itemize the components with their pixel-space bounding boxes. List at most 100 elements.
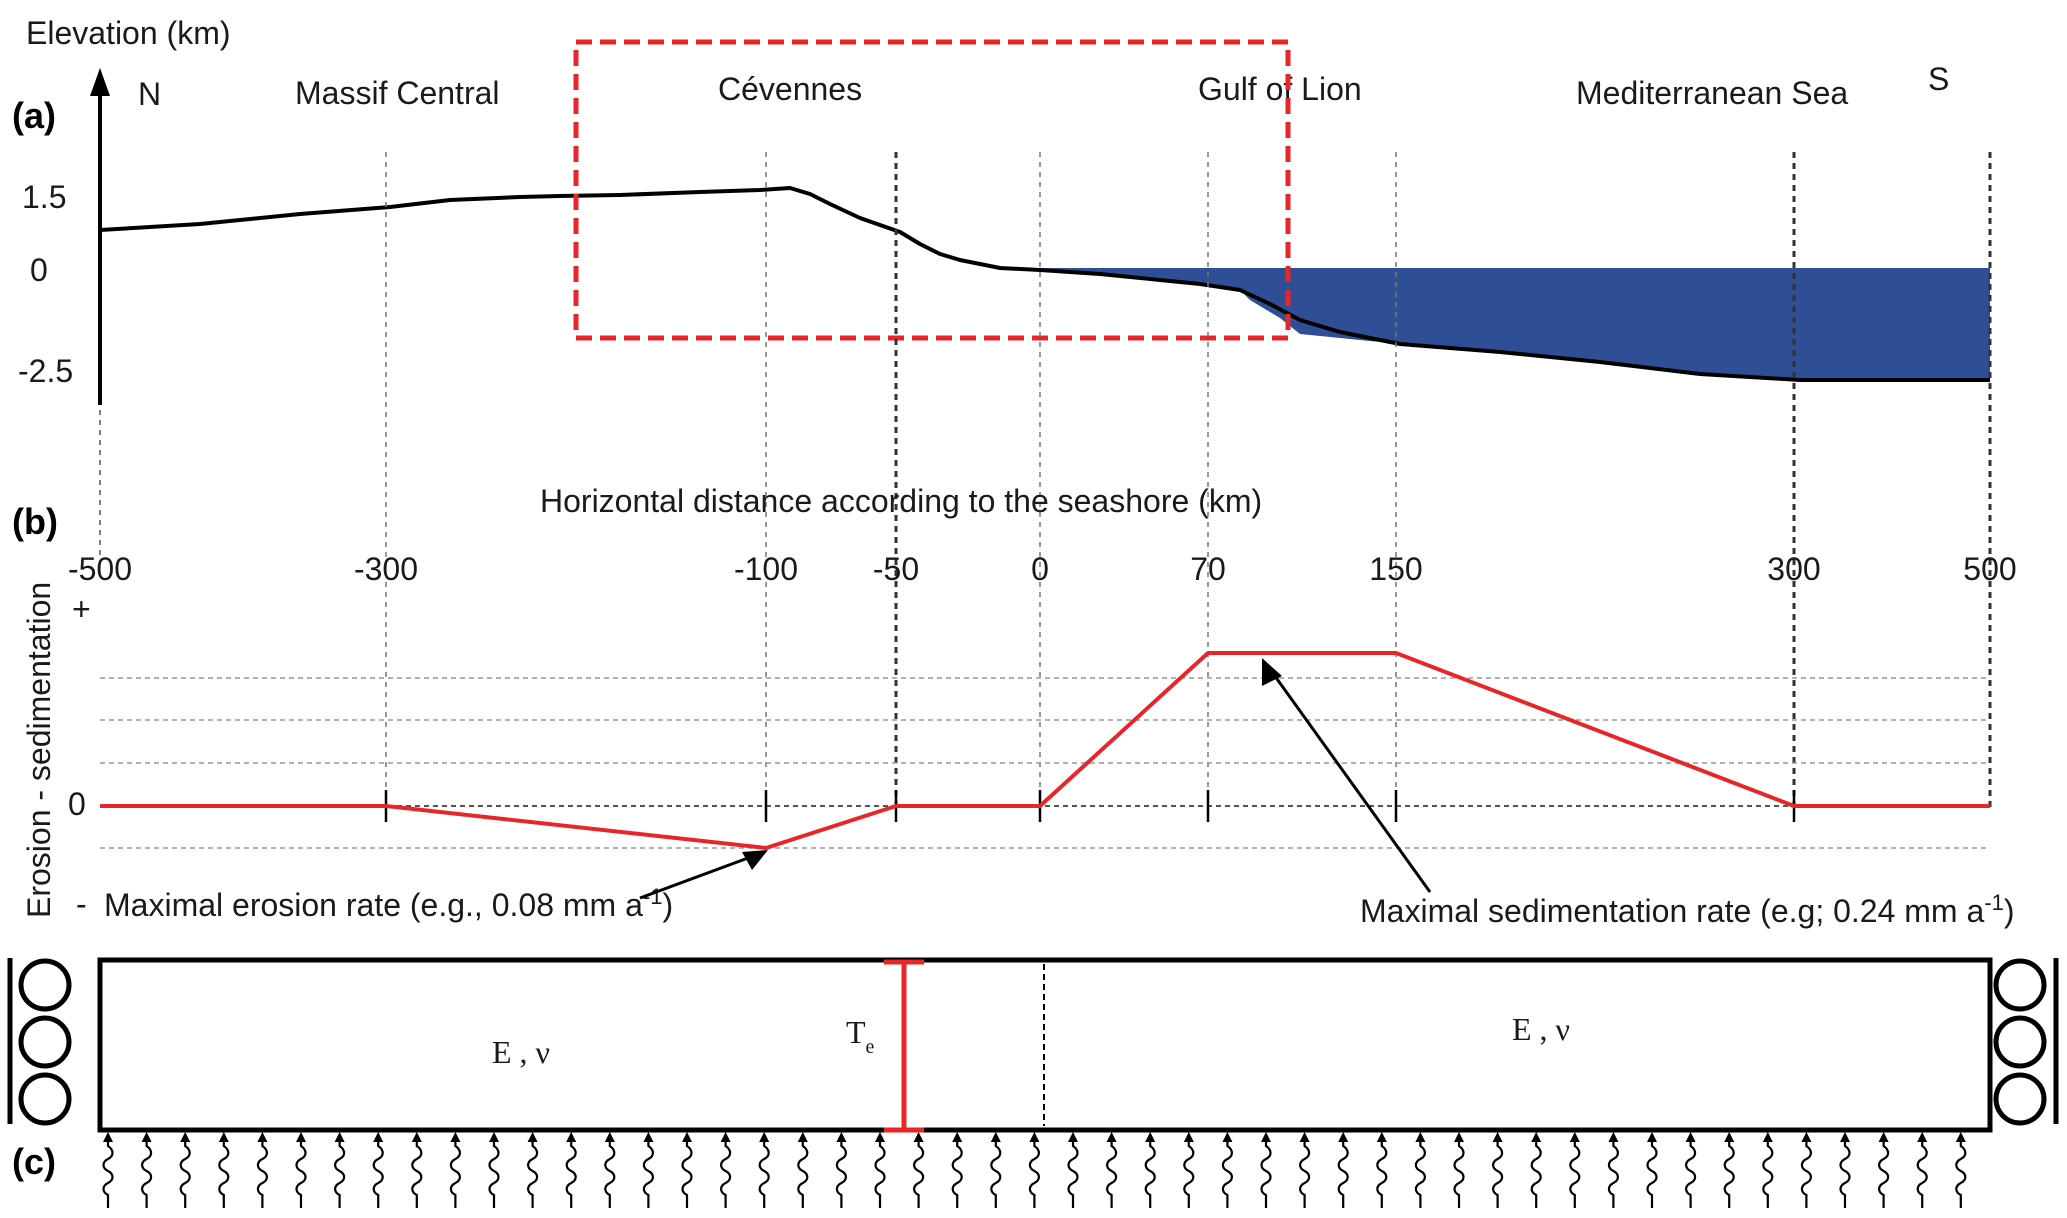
spring-icon bbox=[1800, 1138, 1812, 1208]
right-roller-boundary bbox=[1993, 958, 2059, 1126]
spring-arrow-icon bbox=[1068, 1132, 1078, 1142]
param-right: E , ν bbox=[1512, 1011, 1570, 1047]
param-left: E , ν bbox=[492, 1034, 550, 1070]
distance-tick--50: -50 bbox=[873, 551, 919, 587]
spring-arrow-icon bbox=[489, 1132, 499, 1142]
topography-profile bbox=[99, 186, 1990, 382]
spring-icon bbox=[720, 1138, 732, 1208]
sedimentation-arrow bbox=[1270, 671, 1432, 893]
spring-arrow-icon bbox=[1608, 1132, 1619, 1142]
spring-icon bbox=[1685, 1138, 1697, 1208]
spring-icon bbox=[797, 1138, 809, 1208]
roller-icon bbox=[18, 1072, 72, 1126]
spring-arrow-icon bbox=[990, 1132, 1001, 1142]
elev-tick-minus-2.5: -2.5 bbox=[18, 353, 73, 389]
spring-icon bbox=[1144, 1138, 1156, 1208]
spring-arrow-icon bbox=[1878, 1132, 1889, 1142]
spring-icon bbox=[295, 1138, 307, 1208]
spring-icon bbox=[681, 1138, 693, 1208]
north-label: N bbox=[138, 76, 161, 112]
spring-icon bbox=[1067, 1138, 1079, 1208]
sedimentation-annotation: Maximal sedimentation rate (e.g; 0.24 mm… bbox=[1360, 890, 2014, 929]
spring-arrow-icon bbox=[411, 1132, 422, 1142]
spring-arrow-icon bbox=[527, 1132, 538, 1142]
spring-icon bbox=[758, 1138, 770, 1208]
spring-arrow-icon bbox=[1492, 1132, 1503, 1142]
spring-icon bbox=[1221, 1138, 1233, 1208]
spring-arrow-icon bbox=[1647, 1132, 1657, 1142]
erosion-sedimentation-axis-label: Erosion - sedimentation bbox=[21, 582, 57, 918]
sea-area bbox=[1040, 268, 1990, 380]
spring-icon bbox=[913, 1138, 925, 1208]
roller-icon bbox=[1993, 1015, 2047, 1069]
region-gulf-of-lion: Gulf of Lion bbox=[1198, 71, 1362, 107]
panel-b: (b) Horizontal distance according to the… bbox=[12, 483, 2017, 929]
spring-arrow-icon bbox=[913, 1132, 924, 1142]
spring-icon bbox=[102, 1138, 114, 1208]
spring-icon bbox=[179, 1138, 191, 1208]
spring-icon bbox=[411, 1138, 423, 1208]
spring-arrow-icon bbox=[141, 1132, 152, 1142]
spring-icon bbox=[951, 1138, 963, 1208]
spring-icon bbox=[565, 1138, 577, 1208]
spring-icon bbox=[1492, 1138, 1504, 1208]
panel-c-label: (c) bbox=[12, 1141, 56, 1182]
spring-arrow-icon bbox=[759, 1132, 770, 1142]
region-cevennes: Cévennes bbox=[718, 71, 862, 107]
spring-icon bbox=[1530, 1138, 1542, 1208]
spring-icon bbox=[1762, 1138, 1774, 1208]
spring-icon bbox=[1299, 1138, 1311, 1208]
rate-tick-plus: + bbox=[72, 591, 91, 627]
roller-icon bbox=[18, 958, 72, 1012]
spring-arrow-icon bbox=[643, 1132, 654, 1142]
erosion-sedimentation-profile bbox=[100, 651, 1990, 850]
spring-icon bbox=[372, 1138, 384, 1208]
spring-icon bbox=[1955, 1138, 1967, 1208]
distance-tick-150: 150 bbox=[1369, 551, 1422, 587]
spring-icon bbox=[990, 1138, 1002, 1208]
spring-arrow-icon bbox=[836, 1132, 847, 1142]
region-mediterranean-sea: Mediterranean Sea bbox=[1576, 75, 1848, 111]
roller-icon bbox=[1993, 1072, 2047, 1126]
spring-arrow-icon bbox=[1955, 1132, 1966, 1142]
spring-arrow-icon bbox=[720, 1132, 731, 1142]
spring-icon bbox=[1376, 1138, 1388, 1208]
spring-icon bbox=[1607, 1138, 1619, 1208]
distance-tick--100: -100 bbox=[734, 551, 798, 587]
elev-tick-1.5: 1.5 bbox=[22, 179, 66, 215]
spring-arrow-icon bbox=[1338, 1132, 1349, 1142]
spring-arrow-icon bbox=[1454, 1132, 1464, 1142]
roller-icon bbox=[18, 1015, 72, 1069]
spring-arrow-icon bbox=[334, 1132, 345, 1142]
spring-arrow-icon bbox=[296, 1132, 306, 1142]
spring-arrow-icon bbox=[1531, 1132, 1542, 1142]
spring-icon bbox=[874, 1138, 886, 1208]
distance-axis-label: Horizontal distance according to the sea… bbox=[540, 483, 1262, 519]
spring-arrow-icon bbox=[218, 1132, 229, 1142]
spring-arrow-icon bbox=[1801, 1132, 1812, 1142]
spring-icon bbox=[1839, 1138, 1851, 1208]
spring-icon bbox=[1183, 1138, 1195, 1208]
panel-b-label: (b) bbox=[12, 501, 58, 542]
roller-icon bbox=[1993, 958, 2047, 1012]
spring-arrow-icon bbox=[1685, 1132, 1696, 1142]
spring-arrow-icon bbox=[604, 1132, 615, 1142]
spring-icon bbox=[1337, 1138, 1349, 1208]
panel-c: (c) E , ν E , ν Te bbox=[7, 957, 2059, 1208]
rate-tick-minus: - bbox=[76, 886, 87, 922]
spring-arrow-icon bbox=[1724, 1132, 1735, 1142]
spring-arrow-icon bbox=[1840, 1132, 1850, 1142]
spring-icon bbox=[642, 1138, 654, 1208]
distance-tick-70: 70 bbox=[1190, 551, 1226, 587]
panel-a-label: (a) bbox=[12, 95, 56, 136]
spring-arrow-icon bbox=[180, 1132, 191, 1142]
focus-region-box bbox=[573, 39, 1291, 341]
spring-icon bbox=[334, 1138, 346, 1208]
distance-tick-0: 0 bbox=[1031, 551, 1049, 587]
spring-icon bbox=[141, 1138, 153, 1208]
spring-arrow-icon bbox=[1145, 1132, 1156, 1142]
spring-arrow-icon bbox=[1917, 1132, 1928, 1142]
spring-icon bbox=[604, 1138, 616, 1208]
erosion-annotation: Maximal erosion rate (e.g., 0.08 mm a-1) bbox=[104, 884, 673, 923]
